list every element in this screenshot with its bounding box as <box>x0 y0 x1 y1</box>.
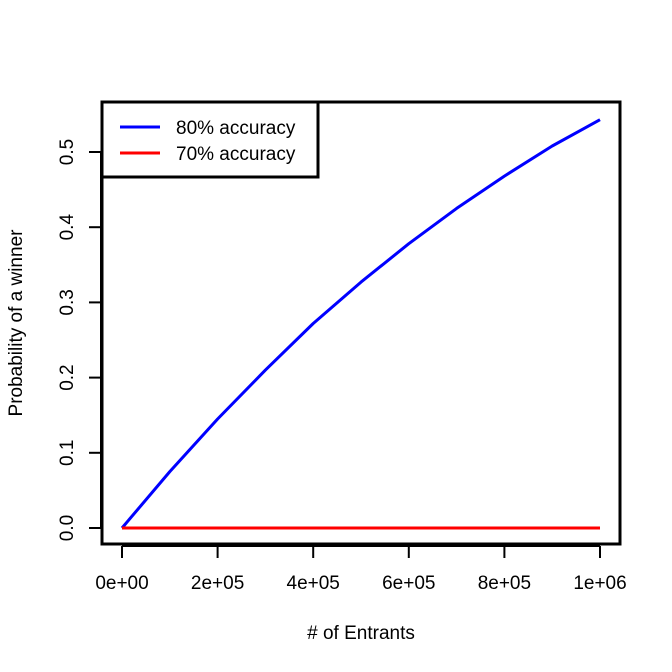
x-axis-ticks: 0e+00 2e+05 4e+05 6e+05 8e+05 1e+06 <box>95 546 627 594</box>
y-tick-label: 0.1 <box>57 440 78 466</box>
y-tick-label: 0.2 <box>57 364 78 390</box>
legend: 80% accuracy 70% accuracy <box>100 100 320 179</box>
y-tick-label: 0.0 <box>57 515 78 541</box>
x-tick-label: 4e+05 <box>287 573 340 594</box>
y-tick-label: 0.4 <box>57 214 78 241</box>
y-axis-title: Probability of a winner <box>6 229 27 417</box>
legend-label-70: 70% accuracy <box>176 144 296 165</box>
x-tick-label: 6e+05 <box>382 573 435 594</box>
series-line-0 <box>120 118 601 529</box>
x-axis-title: # of Entrants <box>307 623 415 644</box>
y-tick-label: 0.3 <box>57 289 78 315</box>
x-tick-label: 2e+05 <box>191 573 244 594</box>
y-tick-label: 0.5 <box>57 139 78 165</box>
series-layer <box>120 118 601 530</box>
legend-label-80: 80% accuracy <box>176 118 296 139</box>
legend-box <box>100 100 320 179</box>
x-tick-label: 1e+06 <box>573 573 626 594</box>
x-tick-label: 0e+00 <box>95 573 148 594</box>
x-tick-label: 8e+05 <box>478 573 531 594</box>
y-axis-ticks: 0.0 0.1 0.2 0.3 0.4 0.5 <box>57 139 101 541</box>
